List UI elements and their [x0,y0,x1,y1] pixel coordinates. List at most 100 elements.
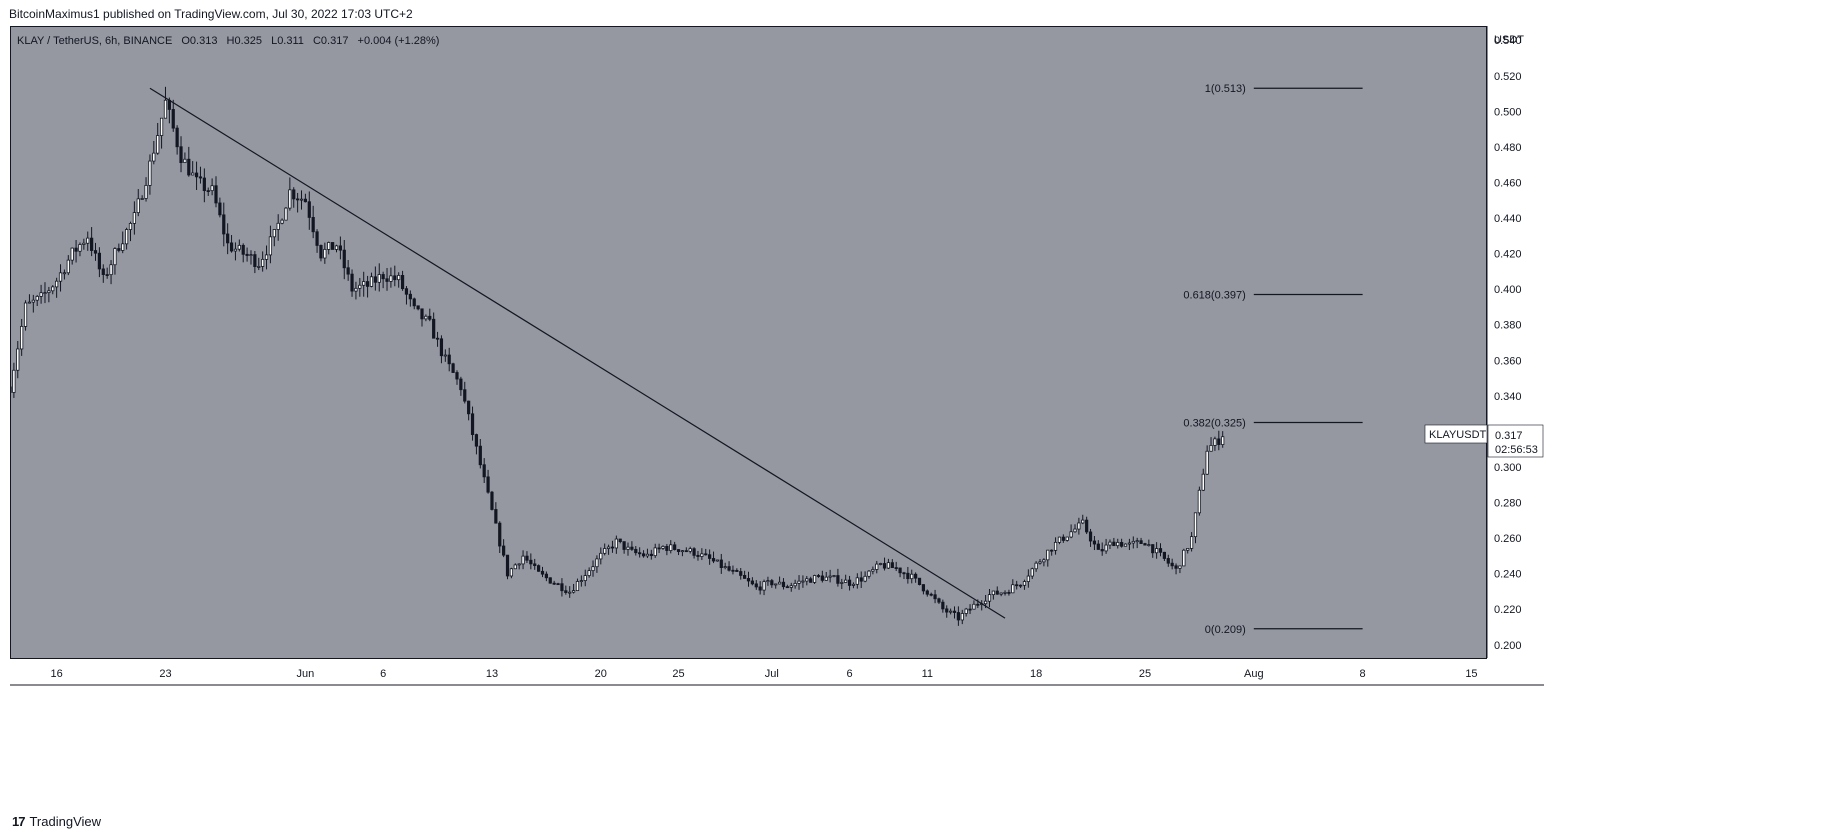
candle [455,370,459,385]
candle [70,247,74,265]
candle [385,268,389,291]
candle [1057,536,1062,545]
candle [739,568,743,580]
plot-area[interactable] [10,26,1487,659]
candle-body [365,281,370,287]
candle-body [362,281,366,286]
candle [840,578,844,590]
candle [1022,579,1027,590]
candle [820,570,824,583]
candle [1162,551,1166,562]
candle [1108,539,1112,550]
candle-body [579,580,583,582]
candle [397,272,401,288]
candle-body [385,278,389,282]
candle-body [886,562,891,569]
candle [882,557,887,571]
tradingview-footer[interactable]: 17 TradingView [12,811,101,831]
candle-body [342,249,346,269]
candle [156,122,160,155]
candle-body [630,546,634,550]
candle [1120,538,1124,548]
candle [55,277,59,298]
candle-body [459,378,463,391]
legend-change: +0.004 (+1.28%) [358,35,440,47]
candle-body [55,280,59,288]
candle [323,242,327,264]
candle [630,541,634,551]
candle [1038,559,1042,565]
candle [902,571,906,580]
candle-body [400,275,405,290]
price-axis[interactable] [1487,26,1544,658]
candle-body [93,250,98,254]
candle [797,575,801,590]
candle-body [505,554,510,577]
candle [805,575,809,586]
price-tick-label: 0.480 [1494,142,1522,154]
candle [603,543,607,556]
candle-body [867,570,871,577]
candle [1069,524,1073,539]
candle [606,544,611,555]
candle [521,550,525,570]
candle-body [777,581,782,585]
descending-resistance-trendline[interactable] [149,87,1006,619]
candle [261,251,265,272]
candle-body [502,545,506,556]
candle [494,502,498,524]
candle-body [1034,562,1038,570]
candle-body [105,274,109,276]
candle-body [280,219,284,224]
candle-body [785,586,789,589]
candle [591,560,595,577]
candle-body [307,201,311,218]
candle-body [1123,543,1128,547]
candle-body [121,243,125,251]
candle-body [844,579,848,583]
candle-body [249,254,253,257]
candle [1189,532,1194,552]
candle-body [925,590,929,595]
time-axis[interactable] [10,659,1487,687]
candle [816,573,821,578]
candle-body [163,99,168,119]
candle-body [1147,544,1151,546]
candle [766,576,770,586]
candle-body [377,274,381,283]
candle [995,586,999,595]
candle [875,560,879,574]
candle-body [1112,541,1116,547]
candle [1007,589,1011,596]
candle [486,469,490,494]
candle-body [1100,549,1104,552]
candle-body [882,563,887,569]
candle-body [226,233,230,244]
candle [241,243,245,263]
candle-body [264,254,269,260]
candle [117,243,121,253]
candle-body [731,569,735,572]
candle [688,546,692,554]
candle [1034,561,1038,572]
candle [346,260,350,281]
candle-body [1030,568,1034,577]
candle-body [1053,541,1058,551]
legend-symbol[interactable]: KLAY / TetherUS, 6h, BINANCE [17,35,172,47]
price-tick-label: 0.240 [1494,569,1522,581]
candle [432,312,436,339]
candle [1003,590,1007,596]
candle-body [455,372,459,380]
candle-body [743,575,747,579]
candle-body [929,593,933,596]
candle [350,269,354,297]
candle-body [1108,541,1112,546]
candle [307,191,311,230]
candle-body [560,583,564,592]
candle [886,558,891,570]
candle [910,569,914,584]
candlestick-chart[interactable]: 1(0.513) 0.618(0.397) 0.382(0.325) 0(0.209)… [10,26,1814,802]
candle [420,308,424,327]
candle-body [952,610,957,613]
candle [871,566,875,575]
